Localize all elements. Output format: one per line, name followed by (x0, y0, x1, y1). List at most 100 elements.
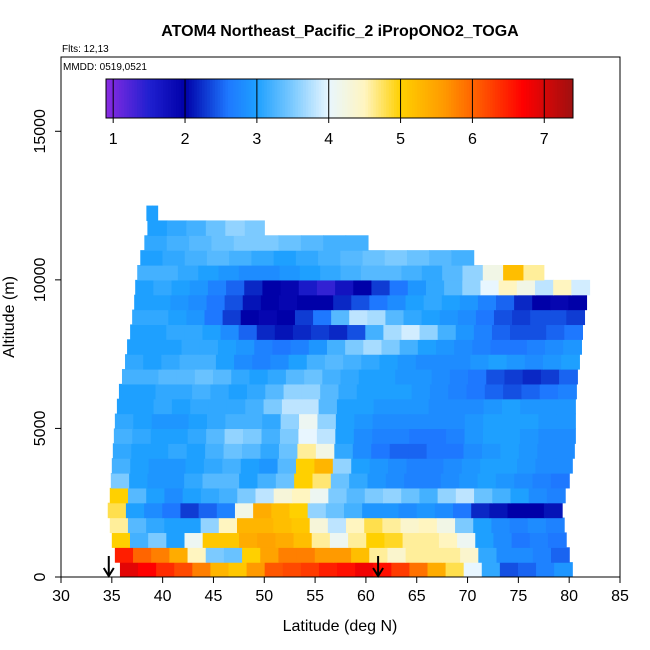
heatmap-cell (140, 369, 160, 385)
heatmap-cell (407, 279, 427, 296)
heatmap-cell (519, 428, 539, 444)
heatmap-cell (369, 547, 389, 563)
heatmap-cell (517, 562, 537, 577)
heatmap-cell (484, 383, 504, 400)
heatmap-cell (372, 413, 392, 430)
heatmap-cell (543, 354, 562, 370)
heatmap-cell (483, 413, 503, 430)
heatmap-cell (512, 309, 531, 326)
colorbar-segment (502, 79, 507, 118)
heatmap-cell (381, 339, 401, 355)
colorbar-tick-label: 7 (540, 131, 549, 148)
heatmap-cell (182, 517, 202, 534)
heatmap-cell (254, 339, 274, 355)
colorbar-segment (479, 79, 483, 118)
heatmap-cell (343, 354, 362, 370)
heatmap-cell (257, 532, 276, 548)
heatmap-cell (225, 220, 246, 236)
colorbar-segment (144, 79, 149, 118)
heatmap-cell (200, 487, 220, 504)
heatmap-cell (503, 383, 523, 400)
colorbar-segment (370, 79, 374, 118)
heatmap-cell (261, 428, 281, 444)
colorbar-segment (246, 79, 250, 118)
heatmap-cell (493, 532, 513, 548)
colorbar-segment (505, 79, 509, 118)
colorbar-tick-label: 2 (181, 131, 190, 148)
colorbar-segment (121, 79, 125, 118)
heatmap-cell (332, 547, 352, 563)
heatmap-cell (135, 398, 155, 415)
heatmap-cell (233, 235, 257, 251)
heatmap-cell (220, 324, 240, 340)
colorbar-segment (251, 79, 255, 118)
colorbar-segment (469, 79, 473, 118)
heatmap-cell (223, 547, 243, 563)
heatmap-cell (346, 487, 366, 504)
heatmap-cell (498, 458, 518, 474)
heatmap-cell (274, 324, 294, 340)
heatmap-cell (349, 473, 369, 489)
heatmap-cell (514, 547, 534, 563)
heatmap-cell (493, 309, 513, 326)
colorbar-segment (427, 79, 431, 118)
colorbar-segment (357, 79, 361, 118)
heatmap-cell (171, 398, 191, 415)
heatmap-cell (223, 443, 243, 459)
heatmap-cell (312, 473, 332, 489)
colorbar-segment (482, 79, 486, 118)
heatmap-cell (169, 428, 189, 444)
heatmap-cell (553, 279, 572, 296)
heatmap-cell (369, 294, 389, 311)
colorbar-segment (165, 79, 169, 118)
heatmap-cell (511, 532, 531, 548)
heatmap-cell (186, 309, 206, 326)
colorbar-segment (233, 79, 237, 118)
heatmap-cell (337, 562, 356, 577)
heatmap-cell (156, 562, 175, 577)
colorbar-segment (274, 79, 278, 118)
heatmap-cell (299, 413, 319, 430)
heatmap-cell (234, 354, 253, 370)
colorbar-segment (303, 79, 307, 118)
colorbar-segment (484, 79, 488, 118)
heatmap-cell (419, 487, 439, 504)
heatmap-cell (496, 294, 515, 311)
heatmap-cell (167, 458, 187, 474)
heatmap-cell (472, 339, 492, 355)
heatmap-cell (143, 354, 162, 370)
heatmap-cell (457, 532, 476, 548)
heatmap-cell (256, 324, 276, 340)
colorbar-segment (539, 79, 543, 118)
heatmap-cell (415, 354, 435, 370)
heatmap-cell (185, 458, 205, 474)
heatmap-cell (546, 487, 566, 504)
heatmap-cell (452, 354, 471, 370)
heatmap-cell (406, 458, 426, 474)
heatmap-cell (148, 532, 167, 548)
heatmap-cell (529, 532, 549, 548)
heatmap-cell (119, 562, 139, 577)
colorbar-segment (163, 79, 167, 118)
heatmap-cell (304, 369, 323, 385)
heatmap-cell (132, 309, 151, 326)
colorbar-segment (536, 79, 540, 118)
down-arrow-icon (372, 556, 384, 578)
x-tick-label: 55 (306, 588, 324, 605)
colorbar-segment (334, 79, 338, 118)
heatmap-cell (540, 369, 560, 385)
heatmap-cell (360, 265, 382, 281)
heatmap-cell (246, 383, 266, 400)
colorbar-segment (451, 79, 455, 118)
heatmap-cell (477, 473, 497, 489)
heatmap-cell (318, 398, 338, 415)
heatmap-cell (345, 235, 369, 251)
heatmap-cell (431, 369, 451, 385)
heatmap-cell (545, 517, 565, 534)
heatmap-cell (454, 339, 473, 355)
colorbar-segment (562, 79, 566, 118)
colorbar-segment (170, 79, 174, 118)
colorbar-segment (292, 79, 296, 118)
heatmap-cell (151, 547, 170, 563)
heatmap-cell (335, 428, 355, 444)
